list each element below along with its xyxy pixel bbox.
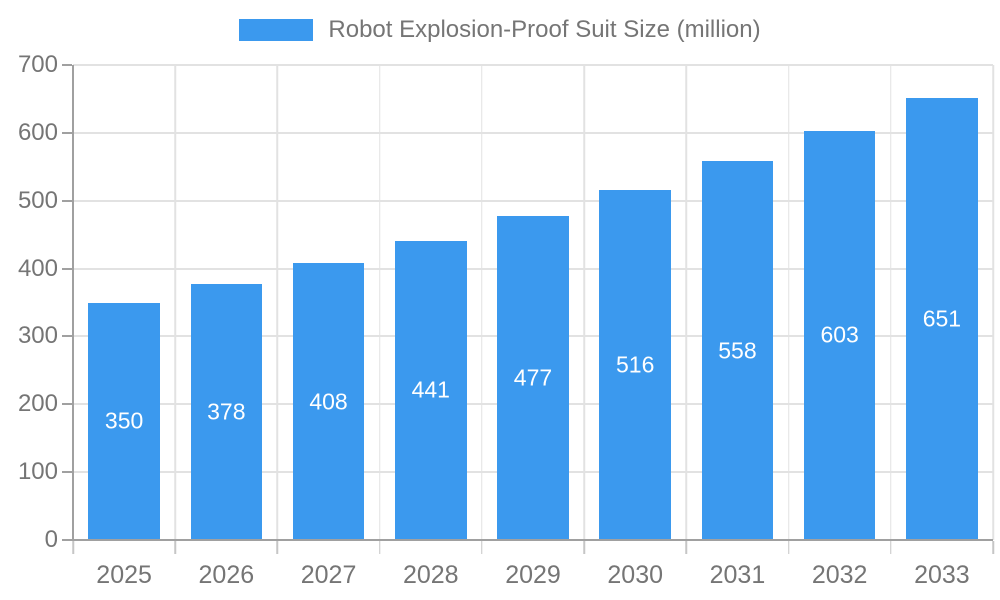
vertical-gridline [890,65,892,540]
legend-swatch-icon [239,19,314,41]
x-tick-label: 2030 [607,561,664,589]
x-axis-labels: 2025 2026 2027 2028 2029 2030 2031 2032 2033 [73,540,993,600]
y-tick-label: 400 [17,254,58,282]
y-tick-label: 100 [17,458,58,486]
y-axis-tick [62,199,72,202]
x-tick-label: 2026 [198,561,255,589]
horizontal-gridline [73,131,993,134]
y-tick-label: 500 [17,186,58,214]
bar-value-label: 651 [922,305,962,332]
horizontal-gridline [73,64,993,66]
bar-value-label: 558 [718,337,757,364]
vertical-gridline [174,65,176,540]
bar: 408 [292,263,365,540]
x-axis-tick [174,541,176,554]
legend-label: Robot Explosion-Proof Suit Size (million… [328,16,761,43]
bar-value-label: 603 [820,321,859,348]
vertical-gridline [378,65,381,540]
y-axis-tick [62,471,72,474]
x-axis-line [72,539,993,541]
x-axis-tick [72,541,74,554]
y-tick-label: 200 [17,390,58,418]
bar: 651 [906,98,978,540]
bar: 603 [803,130,876,540]
y-axis-tick [62,403,72,406]
x-axis-tick [481,541,483,554]
x-axis-tick [685,541,688,554]
x-axis-tick [992,541,994,554]
x-tick-label: 2029 [505,561,561,589]
y-axis-line [72,65,74,540]
vertical-gridline [787,65,790,540]
bar-value-label: 516 [616,351,655,378]
y-axis-tick [62,64,72,66]
y-tick-label: 300 [17,322,58,350]
vertical-gridline [583,65,585,540]
x-axis-tick [787,541,790,554]
bar: 350 [88,302,160,540]
bar-value-label: 477 [513,364,553,391]
x-tick-label: 2033 [914,561,970,589]
bar-value-label: 350 [104,407,144,434]
legend[interactable]: Robot Explosion-Proof Suit Size (million… [0,16,1000,44]
plot-area: 350 378 408 441 477 516 558 603 651 [62,64,994,554]
bar-value-label: 408 [309,388,348,415]
vertical-gridline [992,65,994,540]
x-axis-tick [378,541,381,554]
horizontal-gridline [73,199,993,202]
x-tick-label: 2027 [300,561,357,589]
x-axis-tick [583,541,585,554]
bar: 441 [395,240,467,540]
x-tick-label: 2028 [402,561,459,589]
vertical-gridline [685,65,688,540]
y-axis-tick [62,131,72,134]
vertical-gridline [276,65,279,540]
y-tick-label: 700 [17,51,58,78]
bar: 558 [701,161,774,540]
y-tick-label: 0 [44,526,58,553]
bar: 378 [190,283,263,540]
bar-value-label: 441 [411,376,450,403]
x-tick-label: 2032 [811,561,868,589]
x-axis-tick [276,541,279,554]
y-axis-tick [62,267,72,270]
x-tick-label: 2025 [96,561,152,589]
vertical-gridline [481,65,483,540]
bar-value-label: 378 [207,398,246,425]
bar: 477 [497,216,569,540]
y-axis-labels: 0 100 200 300 400 500 600 700 [0,53,58,552]
y-tick-label: 600 [17,118,58,146]
x-axis-tick [890,541,892,554]
y-axis-tick [62,539,72,541]
x-tick-label: 2031 [709,561,766,589]
y-axis-tick [62,335,72,338]
bar: 516 [599,189,671,540]
